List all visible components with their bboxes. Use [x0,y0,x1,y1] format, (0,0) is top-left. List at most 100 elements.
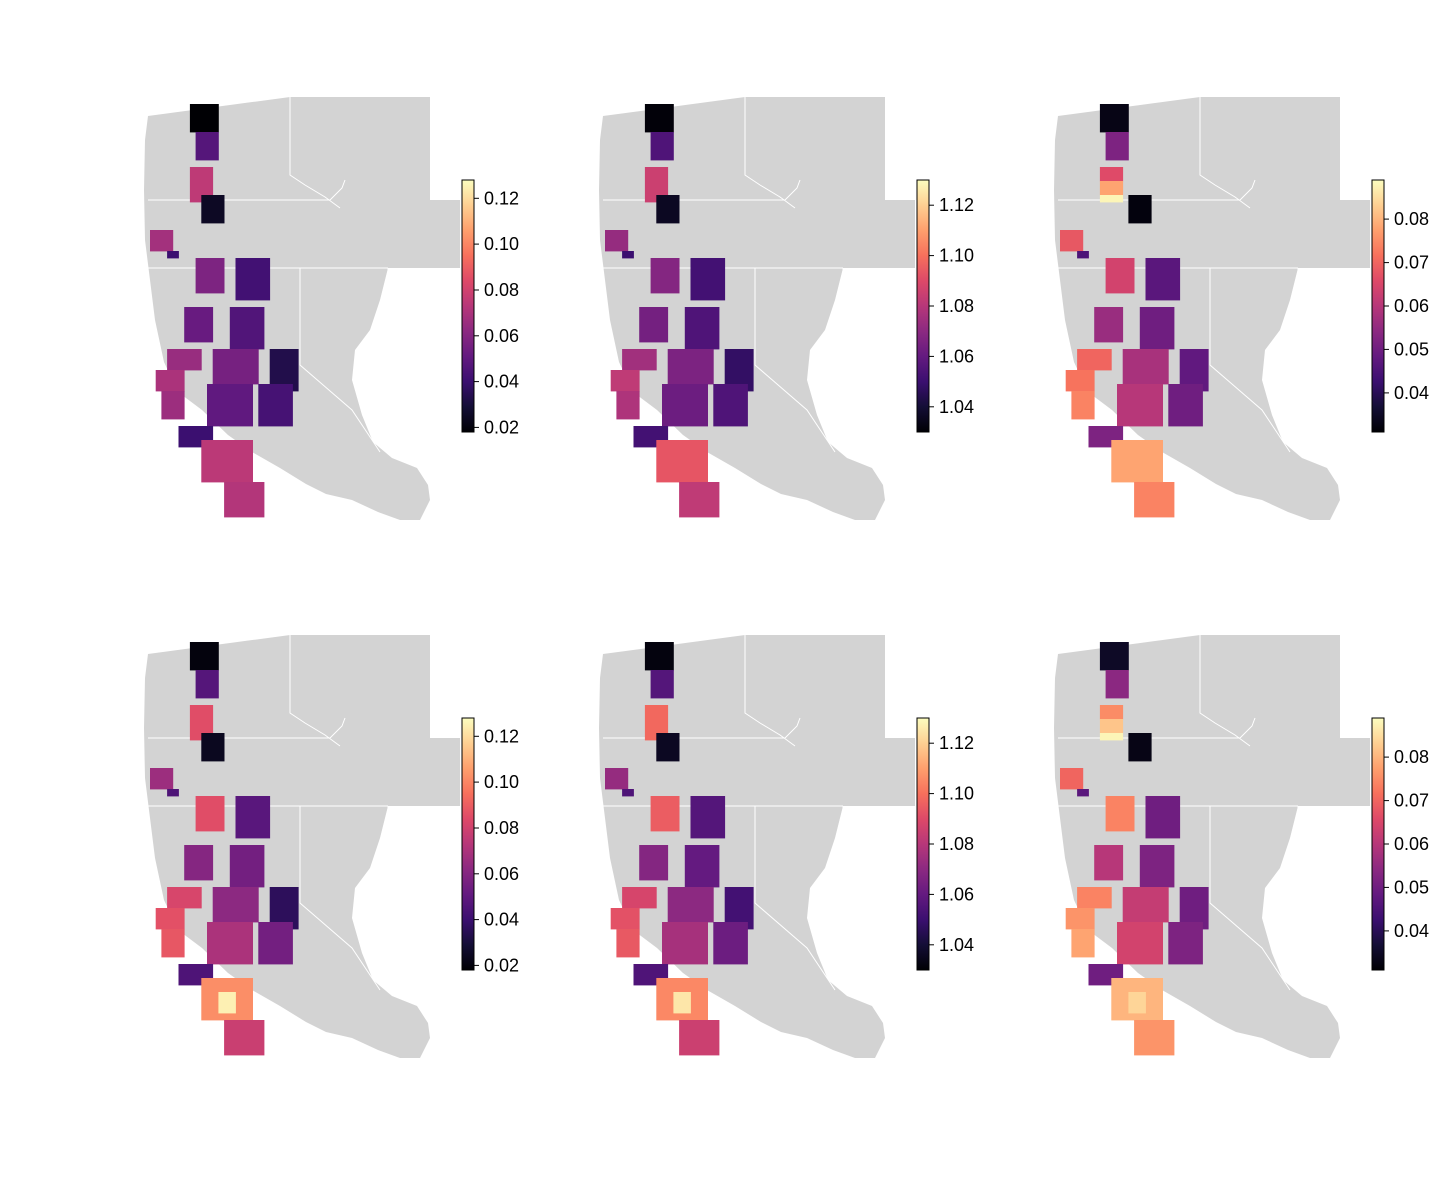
colorbar-tick-label: 0.10 [484,772,519,792]
grid-cell [1111,440,1163,483]
colorbar-tick-label: 0.10 [484,234,519,254]
colorbar-tick-label: 0.05 [1394,877,1429,897]
grid-cell [616,391,640,420]
colorbar-tick-label: 0.04 [484,910,519,930]
grid-cell [1139,845,1175,888]
colorbar-tick-label: 0.08 [484,818,519,838]
grid-cell [201,733,225,762]
grid-cell [662,922,708,965]
grid-cell [224,482,265,518]
colorbar-tick-label: 1.12 [939,733,974,753]
grid-cell [650,670,674,699]
grid-cell [218,992,236,1014]
grid-cell [656,195,680,224]
state-border [754,806,836,991]
grid-cell [656,440,708,483]
grid-cell [1099,181,1124,196]
grid-cell [195,132,219,161]
grid-cell [1065,370,1095,392]
grid-cell [155,908,185,930]
grid-cell [1094,307,1124,343]
map-panel-top-middle: 1.04 1.06 1.08 1.10 1.12 [585,80,1065,640]
colorbar-tick-label: 1.12 [939,195,974,215]
grid-cell [1065,908,1095,930]
colorbar-tick-label: 1.10 [939,246,974,266]
grid-cell [1134,1020,1175,1056]
grid-cell [1128,195,1152,224]
map-panel-top-left: 0.02 0.04 0.06 0.08 0.10 0.12 [130,80,610,640]
grid-cell [1099,195,1124,203]
colorbar-gradient [916,179,930,433]
grid-cell [650,796,680,832]
grid-cell [189,167,214,203]
grid-cell [207,922,253,965]
grid-cell [610,370,640,392]
map-bottom-left [144,635,460,1058]
grid-cell [673,992,691,1014]
grid-cell [1077,789,1089,797]
colorbar-gradient [1371,179,1385,433]
grid-cell [1099,642,1129,671]
grid-cell [201,440,253,483]
grid-cell [616,929,640,958]
map-top-left [144,97,460,520]
grid-cell [155,370,185,392]
colorbar-tick-label: 0.08 [1394,747,1429,767]
grid-cell [1117,922,1163,965]
grid-cell [1145,796,1181,839]
colorbar-tick-label: 0.06 [484,326,519,346]
grid-cell [1122,887,1169,923]
grid-cell [1094,845,1124,881]
state-border [299,268,381,453]
colorbar-tick-label: 1.06 [939,346,974,366]
colorbar-tick-label: 0.06 [1394,834,1429,854]
colorbar-bottom-left: 0.02 0.04 0.06 0.08 0.10 0.12 [461,717,519,975]
colorbar-tick-label: 0.05 [1394,339,1429,359]
colorbar-tick-label: 0.04 [1394,921,1429,941]
grid-cell [235,796,271,839]
colorbar-tick-label: 1.08 [939,296,974,316]
state-border [299,806,381,991]
grid-cell [667,349,714,385]
map-panel-bottom-middle: 1.04 1.06 1.08 1.10 1.12 [585,618,1065,1178]
colorbar-tick-label: 0.06 [484,864,519,884]
state-border [1209,268,1291,453]
grid-cell [656,733,680,762]
state-border [289,97,341,209]
grid-cell [1134,482,1175,518]
grid-cell [1077,349,1112,371]
state-border [1199,635,1251,747]
grid-cell [195,258,225,294]
colorbar-tick-label: 0.07 [1394,253,1429,273]
colorbar-tick-label: 0.02 [484,417,519,437]
colorbar-tick-label: 0.04 [1394,383,1429,403]
grid-cell [1099,733,1124,741]
grid-cell [189,642,219,671]
grid-cell [189,104,219,133]
grid-cell [1099,719,1124,734]
grid-cell [1105,258,1135,294]
grid-cell [1060,230,1084,252]
grid-cell [161,391,185,420]
grid-cell [610,908,640,930]
colorbar-top-left: 0.02 0.04 0.06 0.08 0.10 0.12 [461,179,519,437]
state-border [148,717,346,739]
map-top-right [1054,97,1370,520]
grid-cell [184,845,214,881]
grid-cell [690,796,726,839]
colorbar-gradient [1371,717,1385,971]
colorbar-gradient [461,717,475,971]
grid-cell [224,1020,265,1056]
colorbar-tick-label: 1.08 [939,834,974,854]
grid-cell [662,384,708,427]
grid-cell [1145,258,1181,301]
state-border [744,635,796,747]
grid-cell [605,768,629,790]
grid-cell [1077,251,1089,259]
colorbar-bottom-middle: 1.04 1.06 1.08 1.10 1.12 [916,717,974,971]
state-border [603,179,801,201]
grid-cell [167,251,179,259]
grid-cell [1139,307,1175,350]
colorbar-tick-label: 1.04 [939,935,974,955]
grid-cell [150,230,174,252]
